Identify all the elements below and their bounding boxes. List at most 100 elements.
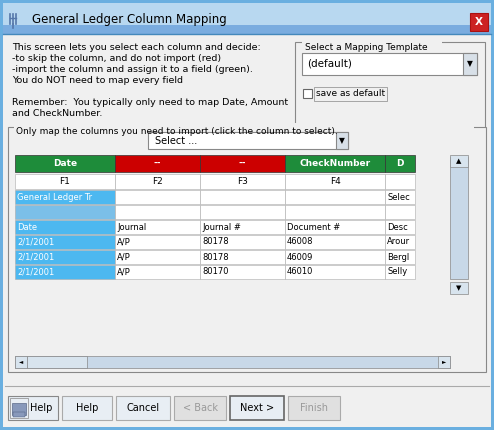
Text: 46008: 46008	[287, 237, 314, 246]
Text: -import the column and assign it to a field (green).: -import the column and assign it to a fi…	[12, 65, 253, 74]
Text: ▲: ▲	[456, 158, 462, 164]
Bar	[62, 396, 112, 420]
Bar	[200, 174, 285, 189]
Bar	[8, 396, 58, 420]
Text: -to skip the column, and do not import (red): -to skip the column, and do not import (…	[12, 54, 221, 63]
Text: Date: Date	[53, 159, 77, 168]
Text: ▼: ▼	[456, 285, 462, 291]
Bar	[450, 155, 468, 167]
Bar	[15, 356, 450, 368]
Text: F1: F1	[60, 177, 71, 186]
Text: General Ledger Tr: General Ledger Tr	[17, 193, 92, 202]
Bar	[385, 265, 415, 279]
Bar	[302, 53, 477, 75]
Bar	[200, 205, 285, 219]
Bar	[200, 235, 285, 249]
Text: Select ...: Select ...	[155, 135, 197, 145]
Bar	[470, 13, 488, 31]
Text: Selec: Selec	[387, 193, 410, 202]
Bar	[463, 53, 477, 75]
Bar	[438, 356, 450, 368]
Text: Select a Mapping Template: Select a Mapping Template	[305, 43, 428, 52]
Text: D: D	[396, 159, 404, 168]
Text: and CheckNumber.: and CheckNumber.	[12, 109, 102, 118]
Text: Help: Help	[30, 403, 52, 413]
Bar	[200, 155, 285, 172]
Text: 2/1/2001: 2/1/2001	[17, 252, 54, 261]
Bar	[285, 250, 385, 264]
Bar	[115, 155, 200, 172]
Bar	[116, 396, 170, 420]
Text: Next >: Next >	[240, 403, 274, 413]
Text: Selly: Selly	[387, 267, 407, 276]
Text: Cancel: Cancel	[126, 403, 160, 413]
Bar	[115, 265, 200, 279]
Text: A/P: A/P	[117, 267, 131, 276]
Text: 2/1/2001: 2/1/2001	[17, 267, 54, 276]
Text: 2/1/2001: 2/1/2001	[17, 237, 54, 246]
Bar	[385, 155, 415, 172]
Bar	[115, 205, 200, 219]
Bar	[200, 190, 285, 204]
Bar	[115, 190, 200, 204]
Bar	[285, 205, 385, 219]
Bar	[15, 356, 27, 368]
Bar	[15, 235, 115, 249]
Bar	[385, 250, 415, 264]
Bar	[285, 190, 385, 204]
Bar	[10, 398, 28, 418]
Bar	[3, 25, 491, 34]
Bar	[200, 265, 285, 279]
Text: Desc: Desc	[387, 222, 408, 231]
Text: --: --	[154, 159, 161, 168]
Text: Bergl: Bergl	[387, 252, 409, 261]
Bar	[285, 235, 385, 249]
Text: Document #: Document #	[287, 222, 340, 231]
Text: Journal: Journal	[117, 222, 146, 231]
Bar	[295, 42, 485, 130]
Text: Finish: Finish	[300, 403, 328, 413]
Bar	[385, 174, 415, 189]
Bar	[115, 174, 200, 189]
Bar	[115, 220, 200, 234]
Bar	[15, 250, 115, 264]
Text: --: --	[239, 159, 246, 168]
Bar	[115, 250, 200, 264]
Text: CheckNumber: CheckNumber	[299, 159, 370, 168]
Bar	[5, 38, 489, 388]
Text: ▼: ▼	[467, 59, 473, 68]
Bar	[450, 282, 468, 294]
Text: save as default: save as default	[316, 89, 385, 98]
Bar	[14, 123, 474, 132]
Bar	[303, 89, 312, 98]
Text: General Ledger Column Mapping: General Ledger Column Mapping	[32, 12, 227, 25]
Bar	[285, 265, 385, 279]
Text: 80170: 80170	[202, 267, 229, 276]
Text: X: X	[475, 17, 483, 27]
Text: This screen lets you select each column and decide:: This screen lets you select each column …	[12, 43, 261, 52]
Bar	[230, 396, 284, 420]
Bar	[200, 250, 285, 264]
Bar	[285, 155, 385, 172]
Text: (default): (default)	[307, 59, 352, 69]
Bar	[13, 412, 25, 417]
Text: 80178: 80178	[202, 237, 229, 246]
Bar	[115, 235, 200, 249]
Bar	[288, 396, 340, 420]
Bar	[385, 220, 415, 234]
Bar	[148, 132, 348, 149]
Bar	[200, 220, 285, 234]
Text: 46010: 46010	[287, 267, 313, 276]
Bar	[285, 174, 385, 189]
Text: F3: F3	[237, 177, 248, 186]
Text: 80178: 80178	[202, 252, 229, 261]
Bar	[385, 235, 415, 249]
Bar	[15, 190, 115, 204]
Text: Arour: Arour	[387, 237, 410, 246]
Bar	[336, 132, 348, 149]
Bar	[15, 174, 115, 189]
Text: ◄: ◄	[19, 359, 23, 365]
Bar	[15, 155, 115, 172]
Text: Only map the columns you need to import (click the column to select).: Only map the columns you need to import …	[16, 127, 338, 136]
Bar	[15, 205, 115, 219]
